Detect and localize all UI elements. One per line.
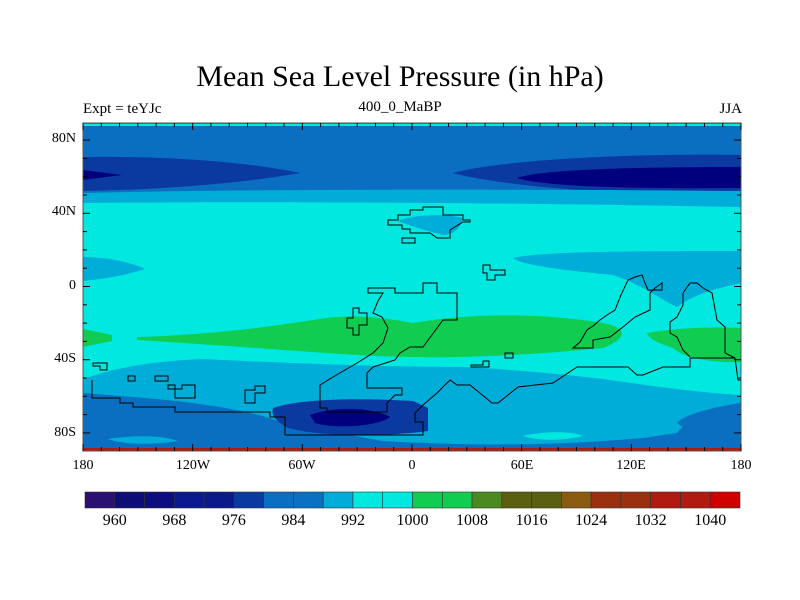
colorbar-label: 968	[162, 512, 187, 529]
colorbar-box	[412, 491, 443, 509]
season-label: JJA	[719, 101, 742, 117]
colorbar-box	[680, 491, 711, 509]
field-green-central	[137, 315, 622, 358]
colorbar-box	[650, 491, 681, 509]
lon-label-0: 0	[408, 458, 416, 473]
colorbar-box	[471, 491, 503, 509]
coastline-west-inner	[346, 307, 368, 336]
lat-label-40n: 40N	[51, 204, 76, 219]
coastline-north-island	[401, 237, 416, 244]
colorbar-box	[144, 491, 175, 509]
colorbar-box	[561, 491, 592, 509]
lon-label-60w: 60W	[288, 458, 316, 473]
colorbar-label: 976	[221, 512, 246, 529]
colorbar-label: 1016	[515, 512, 548, 529]
colorbar-label: 984	[281, 512, 306, 529]
colorbar-box	[352, 491, 384, 509]
colorbar-label: 960	[102, 512, 127, 529]
colorbar-box	[709, 491, 741, 509]
coastline-island-1	[92, 362, 108, 371]
field-navy-sh	[310, 408, 390, 427]
field-navy-nh-west	[83, 170, 122, 180]
colorbar-box	[590, 491, 622, 509]
colorbar-box	[441, 491, 473, 509]
experiment-label: Expt = teYJc	[83, 101, 162, 117]
axis-ticks	[82, 123, 742, 451]
coastline-island-5	[244, 385, 266, 404]
coastline-island-7	[470, 360, 490, 368]
colorbar-label: 1000	[396, 512, 429, 529]
field-dark-nh-west	[83, 156, 300, 191]
colorbar-box	[84, 491, 116, 509]
colorbar-label: 1008	[456, 512, 489, 529]
map-title: Mean Sea Level Pressure (in hPa)	[196, 60, 604, 93]
colorbar-box	[203, 491, 235, 509]
coastline-island-b	[482, 264, 506, 281]
lat-label-80n: 80N	[51, 131, 76, 146]
field-light-na	[398, 215, 463, 235]
colorbar-box	[501, 491, 532, 509]
coastlines	[91, 206, 741, 436]
coastline-island-3	[154, 375, 169, 382]
colorbar-box	[322, 491, 354, 509]
field-light-nh-east	[513, 251, 741, 307]
field-green-west	[83, 329, 112, 347]
field-light-nh-west	[83, 257, 145, 281]
period-label: 400_0_MaBP	[358, 99, 442, 115]
colorbar-box	[293, 491, 324, 509]
colorbar-label: 1032	[634, 512, 667, 529]
coastline-north-continent	[387, 206, 471, 239]
lon-label-180e: 180	[730, 458, 752, 473]
colorbar-box	[620, 491, 651, 509]
colorbar-label: 1024	[575, 512, 608, 529]
field-base-sh-east	[677, 403, 741, 440]
coastline-west-continent	[319, 282, 458, 413]
colorbar-label: 992	[340, 512, 365, 529]
lon-label-60e: 60E	[510, 458, 534, 473]
lat-label-40s: 40S	[54, 351, 76, 366]
colorbar-box	[233, 491, 264, 509]
coastline-island-6	[504, 352, 514, 359]
coastline-east-island	[669, 282, 741, 381]
colorbar-box	[114, 491, 145, 509]
field-light-sh-west	[108, 436, 178, 444]
colorbar	[84, 491, 741, 509]
colorbar-label: 1040	[694, 512, 727, 529]
colorbar-box	[174, 491, 205, 509]
coastline-island-2	[127, 375, 136, 382]
coastline-island-4	[167, 384, 196, 399]
colorbar-box	[263, 491, 294, 509]
colorbar-box	[382, 491, 413, 509]
field-cyan-sh-patch	[523, 432, 583, 440]
lat-label-80s: 80S	[54, 425, 76, 440]
colorbar-box	[531, 491, 562, 509]
coastline-east-continent	[571, 274, 663, 349]
coastline-southern-continent	[91, 357, 735, 436]
lat-label-0: 0	[69, 278, 76, 293]
field-navy-nh-east	[517, 167, 741, 189]
field-green-east	[647, 327, 741, 363]
lon-label-120w: 120W	[175, 458, 211, 473]
lon-label-120e: 120E	[616, 458, 646, 473]
lon-label-180w: 180	[72, 458, 94, 473]
